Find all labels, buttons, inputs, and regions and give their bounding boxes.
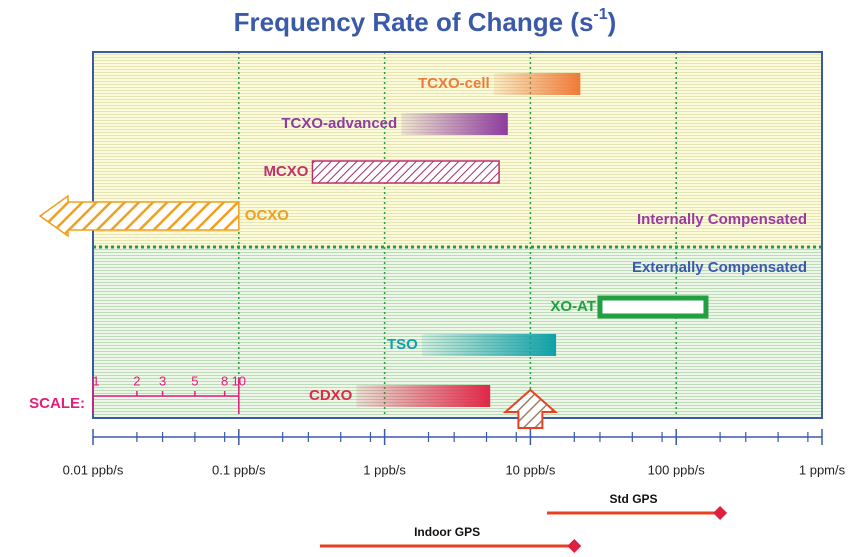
gps-end <box>713 506 728 520</box>
gps-label: Std GPS <box>610 492 658 506</box>
scale-tick-label: 10 <box>232 373 246 388</box>
marker-arrow <box>502 388 559 429</box>
range-bar <box>311 160 500 184</box>
x-tick-label: 0.01 ppb/s <box>63 462 124 477</box>
series-label: TCXO-advanced <box>281 115 397 132</box>
x-tick-label: 1 ppb/s <box>363 462 406 477</box>
series-label: OCXO <box>245 207 290 224</box>
region-label: Internally Compensated <box>637 211 807 228</box>
series-label: TSO <box>387 336 418 353</box>
scale-tick-label: 3 <box>159 373 166 388</box>
range-bar <box>401 113 508 135</box>
range-bar <box>493 73 581 95</box>
scale-label: SCALE: <box>29 395 85 412</box>
x-tick-label: 10 ppb/s <box>505 462 555 477</box>
scale-tick-label: 8 <box>221 373 228 388</box>
scale-tick-label: 2 <box>133 373 140 388</box>
chart-title: Frequency Rate of Change (s-1) <box>234 6 617 37</box>
title-sup: -1 <box>593 6 607 23</box>
series-label: XO-AT <box>550 298 596 315</box>
scale-tick-label: 1 <box>92 373 99 388</box>
gps-end <box>567 539 582 553</box>
x-tick-label: 100 ppb/s <box>648 462 706 477</box>
range-bar <box>356 385 491 407</box>
series-label: MCXO <box>263 163 308 180</box>
region-label: Externally Compensated <box>632 259 807 276</box>
series-label: CDXO <box>309 387 353 404</box>
gps-label: Indoor GPS <box>414 525 480 539</box>
title-end: ) <box>608 7 617 37</box>
range-arrow <box>38 194 240 238</box>
x-tick-label: 1 ppm/s <box>799 462 846 477</box>
scale-tick-label: 5 <box>191 373 198 388</box>
x-tick-label: 0.1 ppb/s <box>212 462 266 477</box>
range-bar <box>597 295 709 319</box>
plot-frame <box>92 51 823 419</box>
series-label: TCXO-cell <box>418 75 490 92</box>
range-bar <box>421 334 557 356</box>
title-main: Frequency Rate of Change (s <box>234 7 594 37</box>
